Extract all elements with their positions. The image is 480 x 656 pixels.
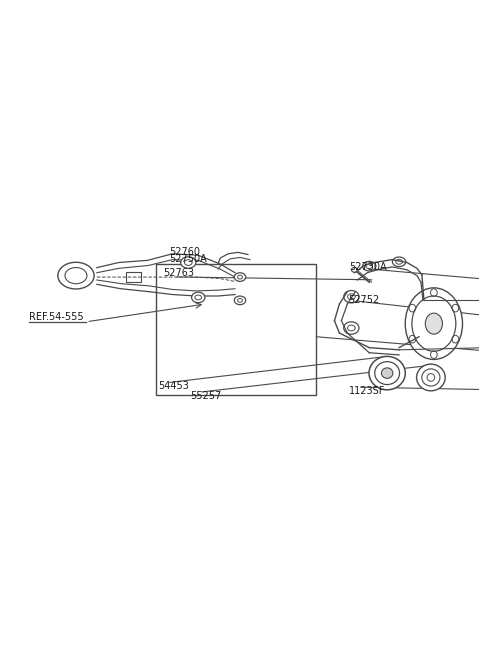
Ellipse shape — [58, 262, 94, 289]
Ellipse shape — [351, 268, 357, 272]
Text: 1123SF: 1123SF — [349, 386, 385, 396]
Text: REF.54-555: REF.54-555 — [29, 312, 84, 322]
Text: 55257: 55257 — [190, 391, 221, 401]
Ellipse shape — [392, 257, 406, 266]
Ellipse shape — [180, 256, 196, 268]
Ellipse shape — [192, 292, 205, 302]
Ellipse shape — [362, 261, 376, 271]
Ellipse shape — [234, 273, 246, 281]
Ellipse shape — [425, 313, 443, 334]
Ellipse shape — [344, 291, 359, 303]
Text: 54453: 54453 — [158, 381, 189, 391]
Ellipse shape — [382, 368, 393, 379]
Ellipse shape — [344, 322, 359, 334]
Text: 52730A: 52730A — [349, 262, 386, 272]
Bar — [126, 272, 141, 282]
Ellipse shape — [369, 356, 405, 390]
Text: 52750A: 52750A — [169, 254, 207, 264]
Ellipse shape — [234, 296, 246, 304]
Text: 52752: 52752 — [348, 295, 379, 305]
Text: 52760: 52760 — [169, 247, 200, 256]
Bar — [156, 264, 316, 395]
Text: 52763: 52763 — [163, 268, 194, 278]
Ellipse shape — [405, 288, 463, 359]
Ellipse shape — [417, 364, 445, 391]
